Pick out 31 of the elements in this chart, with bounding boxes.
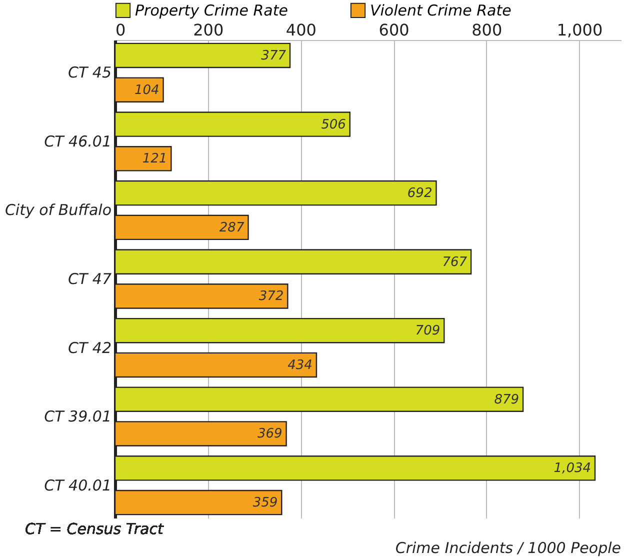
data-label: 767 — [442, 254, 468, 270]
y-tick-label: CT 47 — [68, 270, 112, 288]
y-tick-label: CT 39.01 — [44, 408, 112, 426]
data-label: 692 — [407, 186, 432, 202]
data-label: 121 — [142, 152, 168, 167]
data-label: 434 — [288, 358, 312, 373]
x-axis-title: Crime Incidents / 1000 People — [395, 539, 621, 557]
x-tick-label: 200 — [193, 20, 224, 40]
data-label: 506 — [321, 117, 346, 132]
text: CT = Census Tract — [25, 520, 164, 538]
data-label: 369 — [257, 426, 282, 442]
data-label: 287 — [219, 220, 245, 236]
data-label: 879 — [494, 392, 520, 408]
data-label: 377 — [261, 48, 287, 64]
legend-label: Violent Crime Rate — [370, 1, 512, 20]
y-tick-label: CT 46.01 — [44, 132, 112, 150]
y-tick-label: City of Buffalo — [4, 201, 112, 220]
data-label: 709 — [415, 324, 440, 339]
legend-label: Property Crime Rate — [135, 1, 288, 20]
x-tick-label: 400 — [286, 20, 316, 40]
x-tick-label: 800 — [472, 20, 502, 40]
x-tick-label: 0 — [116, 20, 126, 40]
data-label: 104 — [134, 82, 160, 98]
y-tick-label: CT 40.01 — [44, 476, 112, 494]
y-tick-label: CT 42 — [68, 338, 112, 357]
data-label: 1,034 — [554, 461, 592, 476]
data-label: 372 — [258, 289, 284, 304]
y-tick-label: CT 45 — [68, 64, 112, 82]
x-tick-label: 1,000 — [556, 20, 603, 40]
x-tick-label: 600 — [378, 20, 410, 40]
data-label: 359 — [252, 496, 278, 511]
